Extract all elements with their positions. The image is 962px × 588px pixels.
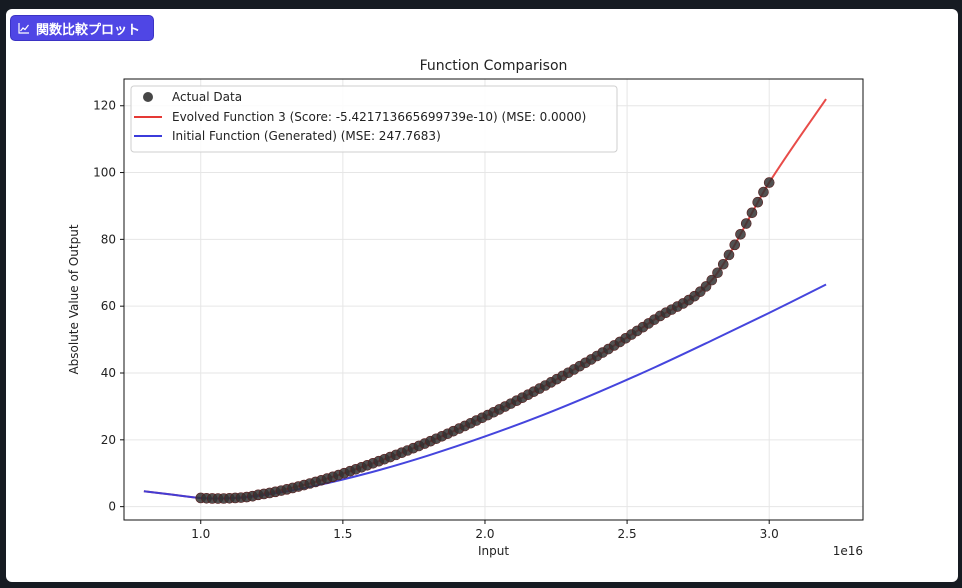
actual-data-point [723,249,735,261]
actual-data-point [717,258,729,270]
x-tick-label: 2.5 [618,527,637,541]
y-tick-label: 60 [101,299,116,313]
y-tick-label: 80 [101,232,116,246]
y-tick-label: 40 [101,366,116,380]
actual-data-point [752,196,764,208]
y-axis-label: Absolute Value of Output [67,224,81,374]
actual-data-point [740,218,752,229]
legend-entry-label: Initial Function (Generated) (MSE: 247.7… [172,129,441,143]
axes: 1.0 1.5 2.0 2.5 3.0 0 20 40 60 80 100 120 [93,99,779,541]
plot-panel: 関数比較プロット 1.0 1.5 2.0 2.5 3.0 0 20 40 60 80 100 120 … [6,9,958,582]
actual-data-point [735,229,746,240]
chart-line-icon [18,23,29,34]
y-tick-label: 0 [108,500,116,514]
x-tick-label: 3.0 [760,527,779,541]
x-tick-label: 2.0 [475,527,494,541]
series-layer [143,98,827,504]
actual-data-point [729,239,741,251]
actual-data-points [195,177,775,504]
badge-label: 関数比較プロット [36,22,141,38]
chart-title: Function Comparison [420,58,568,74]
legend-entry-label: Actual Data [172,90,242,104]
x-axis-label: Input [478,544,509,558]
actual-data-point [712,267,723,279]
plot-badge[interactable]: 関数比較プロット [10,15,154,41]
x-tick-label: 1.0 [191,527,210,541]
actual-data-point [758,186,769,198]
actual-data-point [706,274,718,286]
x-tick-label: 1.5 [333,527,352,541]
y-tick-label: 100 [93,166,116,180]
actual-data-point [746,207,758,219]
legend: Actual Data Evolved Function 3 (Score: -5… [130,85,618,153]
y-tick-label: 20 [101,433,116,447]
x-axis-offset-label: 1e16 [833,544,863,558]
legend-marker-actual-data [143,92,153,102]
function-comparison-chart: 1.0 1.5 2.0 2.5 3.0 0 20 40 60 80 100 120 Function … [67,58,864,558]
legend-entry-label: Evolved Function 3 (Score: -5.4217136656… [172,110,586,124]
actual-data-point [763,177,775,188]
y-tick-label: 120 [93,99,116,113]
plot-frame [123,78,864,521]
legend-box [130,85,618,153]
